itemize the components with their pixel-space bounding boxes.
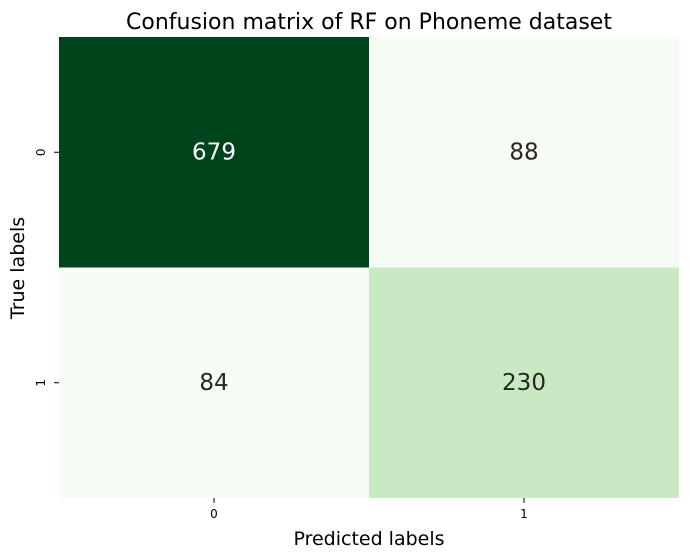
cell-value-label-0-0: 679 (192, 139, 236, 165)
x-tick-label-1: 1 (520, 507, 528, 521)
y-tick-label-1: 1 (34, 379, 48, 387)
heatmap-cell-0-1 (369, 37, 679, 268)
cell-value-label-0-1: 88 (509, 139, 538, 165)
y-tick-label-0: 0 (34, 148, 48, 156)
heatmap-cells: 679 88 84 230 (59, 37, 679, 498)
x-tick-label-0: 0 (210, 507, 218, 521)
cell-value-label-1-1: 230 (502, 370, 546, 396)
heatmap-cell-1-1 (369, 267, 679, 498)
x-axis-label: Predicted labels (293, 528, 444, 550)
heatmap-cell-0-0 (59, 37, 369, 268)
cell-value-label-1-0: 84 (199, 370, 228, 396)
y-axis-label: True labels (7, 217, 29, 320)
chart-title: Confusion matrix of RF on Phoneme datase… (126, 10, 612, 35)
axis-ticks: 0 1 0 1 (34, 148, 528, 521)
heatmap-cell-1-0 (59, 267, 369, 498)
